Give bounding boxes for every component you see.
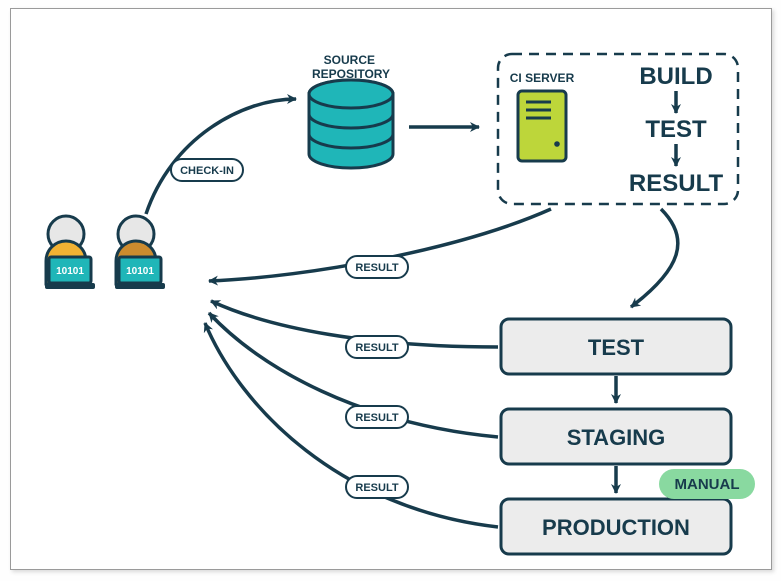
result-pill-4-text: RESULT [355, 482, 398, 494]
production-box-label: PRODUCTION [542, 515, 690, 540]
result-pill-1: RESULT [346, 256, 408, 278]
result-pill-3: RESULT [346, 406, 408, 428]
checkin-pill-text: CHECK-IN [180, 165, 234, 177]
result-pill-2: RESULT [346, 336, 408, 358]
result-pill-3-text: RESULT [355, 412, 398, 424]
developer-2: 10101 [115, 216, 165, 289]
manual-pill-text: MANUAL [675, 476, 740, 493]
arrow-ci-test [631, 209, 678, 307]
build-label: BUILD [639, 63, 712, 90]
manual-pill: MANUAL [659, 469, 755, 499]
developer-1: 10101 [45, 216, 95, 289]
database-icon [309, 80, 393, 168]
test-top-label: TEST [645, 116, 707, 143]
source-repo-label: SOURCE REPOSITORY [312, 53, 390, 81]
checkin-pill: CHECK-IN [171, 159, 243, 181]
ci-server-icon [518, 91, 566, 161]
staging-box-label: STAGING [567, 425, 666, 450]
dev1-laptop-text: 10101 [56, 266, 84, 277]
result-pill-2-text: RESULT [355, 342, 398, 354]
result-pill-4: RESULT [346, 476, 408, 498]
result-pill-1-text: RESULT [355, 262, 398, 274]
ci-server-label: CI SERVER [510, 71, 575, 85]
arrow-dev-db [146, 99, 296, 214]
test-box-label: TEST [588, 335, 645, 360]
dev2-laptop-text: 10101 [126, 266, 154, 277]
result-top-label: RESULT [629, 170, 724, 197]
diagram-frame: BUILD TEST RESULT CI SERVER SOURCE REPOS… [10, 8, 772, 570]
diagram-svg: BUILD TEST RESULT CI SERVER SOURCE REPOS… [11, 9, 771, 569]
